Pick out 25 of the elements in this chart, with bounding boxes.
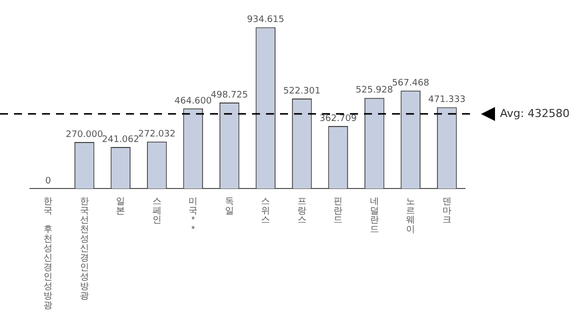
x-tick-label: 스페인 xyxy=(152,196,162,225)
data-label: 241.062 xyxy=(102,134,140,145)
category-label: 한국 후천성신경인성방광 xyxy=(44,196,53,310)
category-label: 한국선천성신경인성방광 xyxy=(80,196,89,300)
x-tick-label: 핀란드 xyxy=(334,196,343,225)
x-tick-label: 프랑스 xyxy=(297,196,306,225)
data-label: 498.725 xyxy=(210,90,248,100)
x-tick-label: 노르웨이 xyxy=(406,196,416,234)
data-label: 525.928 xyxy=(356,86,394,96)
data-label: 464.600 xyxy=(174,96,212,106)
data-label: 362.709 xyxy=(320,114,358,124)
data-label: 272.032 xyxy=(138,129,176,140)
data-label: 471.333 xyxy=(428,95,466,106)
x-tick-label: 독일 xyxy=(224,196,234,216)
ref-line-label: Avg: 432580 xyxy=(500,106,570,120)
x-tick-label: 일본 xyxy=(116,196,126,216)
x-tick-label: 스위스 xyxy=(261,196,270,225)
x-tick-label: 덴마크 xyxy=(442,196,452,225)
x-tick-label: 네덜란드 xyxy=(370,196,379,234)
data-label: 934.615 xyxy=(247,15,284,26)
x-tick-label: 미국** xyxy=(188,196,198,234)
data-label: 0 xyxy=(45,176,52,186)
data-label: 270.000 xyxy=(66,130,104,140)
data-label: 567.468 xyxy=(392,78,430,88)
data-label: 522.301 xyxy=(283,86,320,96)
